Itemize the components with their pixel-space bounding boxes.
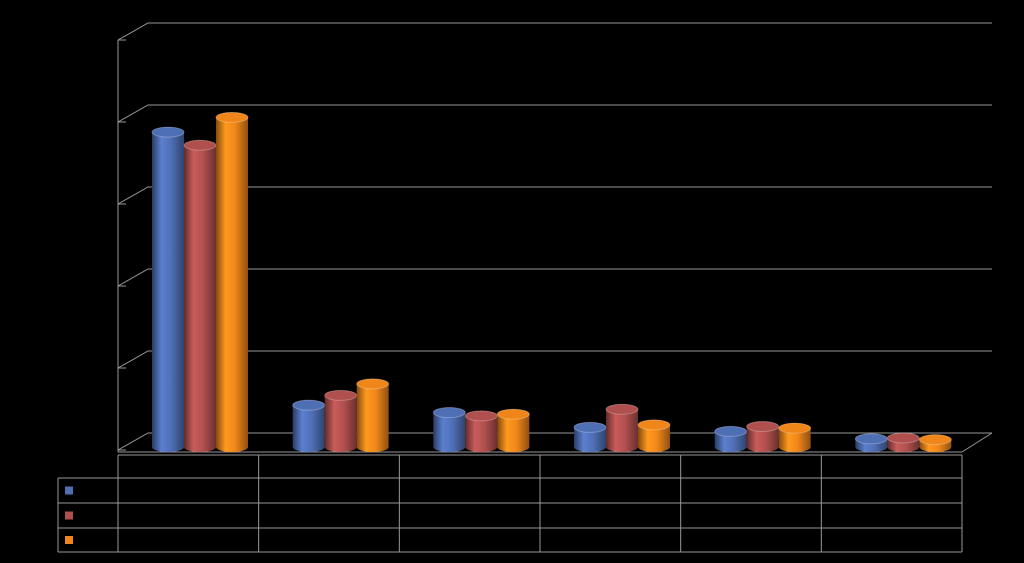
- legend-swatch: [65, 536, 73, 544]
- bar-top: [746, 421, 780, 432]
- bar-top: [215, 111, 249, 123]
- bar-top: [356, 378, 390, 390]
- bar-top: [496, 408, 530, 420]
- bar-top: [292, 399, 326, 411]
- axis-line: [961, 432, 993, 453]
- bar: [497, 409, 530, 452]
- bar-top: [854, 433, 888, 445]
- bar-top: [778, 422, 812, 434]
- legend-swatch: [65, 511, 73, 520]
- bar: [184, 140, 216, 453]
- bar-top: [432, 407, 466, 419]
- bar-top: [151, 126, 185, 138]
- bar: [433, 407, 466, 452]
- legend-swatch: [65, 486, 73, 495]
- bar: [152, 127, 184, 452]
- bar-top: [918, 434, 952, 446]
- grid-line: [117, 432, 992, 451]
- bar: [606, 404, 638, 452]
- bar-top: [183, 139, 217, 151]
- grid-line: [117, 104, 992, 123]
- bar-top: [886, 432, 920, 444]
- bar: [292, 400, 325, 452]
- grid-line: [117, 268, 992, 287]
- bar-top: [324, 389, 358, 401]
- bar-top: [714, 425, 748, 437]
- bar-top: [637, 419, 671, 431]
- grid-line: [117, 350, 992, 369]
- bar: [324, 390, 357, 452]
- bar-top: [573, 421, 607, 433]
- bar-top: [464, 410, 498, 422]
- grid-line: [117, 186, 992, 205]
- bar-top: [605, 403, 639, 415]
- bar: [465, 410, 498, 452]
- grid-line: [117, 22, 992, 41]
- bar: [356, 378, 389, 452]
- bar: [216, 112, 248, 453]
